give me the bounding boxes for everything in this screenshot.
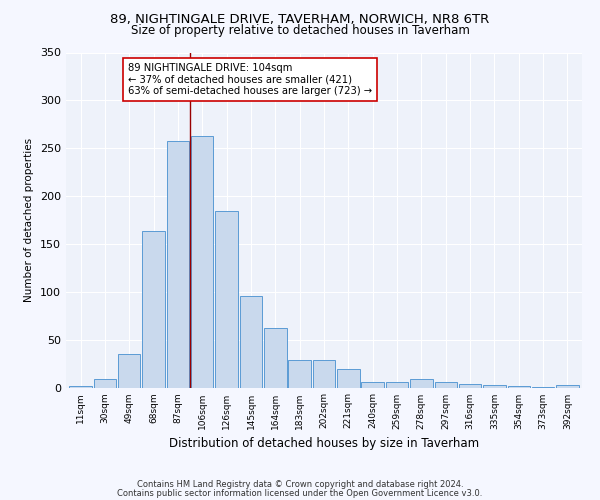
Text: Size of property relative to detached houses in Taverham: Size of property relative to detached ho… [131,24,469,37]
Bar [386,382,408,388]
Bar [191,136,214,388]
Bar [240,296,262,388]
Text: Contains public sector information licensed under the Open Government Licence v3: Contains public sector information licen… [118,488,482,498]
Bar [313,360,335,388]
Text: 89 NIGHTINGALE DRIVE: 104sqm
← 37% of detached houses are smaller (421)
63% of s: 89 NIGHTINGALE DRIVE: 104sqm ← 37% of de… [128,62,372,96]
Bar [264,328,287,388]
Bar [167,140,189,388]
Bar [459,384,481,388]
Bar [142,232,165,388]
Bar [289,360,311,388]
Y-axis label: Number of detached properties: Number of detached properties [25,138,34,302]
Text: 89, NIGHTINGALE DRIVE, TAVERHAM, NORWICH, NR8 6TR: 89, NIGHTINGALE DRIVE, TAVERHAM, NORWICH… [110,12,490,26]
Bar [434,382,457,388]
Bar [532,386,554,388]
Text: Contains HM Land Registry data © Crown copyright and database right 2024.: Contains HM Land Registry data © Crown c… [137,480,463,489]
Bar [94,379,116,388]
Bar [556,384,578,388]
Bar [70,386,92,388]
Bar [337,370,359,388]
Bar [483,384,506,388]
Bar [118,354,140,388]
Bar [508,386,530,388]
Bar [215,212,238,388]
X-axis label: Distribution of detached houses by size in Taverham: Distribution of detached houses by size … [169,437,479,450]
Bar [410,379,433,388]
Bar [361,382,384,388]
